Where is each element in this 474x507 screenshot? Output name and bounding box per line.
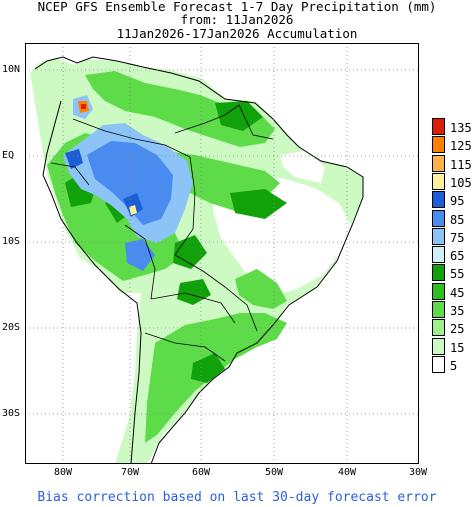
legend-swatch-35	[432, 301, 445, 318]
legend-swatch-75	[432, 227, 445, 245]
map-subtitle-period: 11Jan2026-17Jan2026 Accumulation	[116, 26, 358, 41]
lon-label-50w: 50W	[264, 467, 284, 478]
legend-swatch-135	[432, 118, 445, 135]
legend-swatch-65	[432, 246, 445, 264]
lat-label-eq: EQ	[2, 150, 15, 161]
lat-label-10n: 10N	[2, 64, 21, 75]
legend-swatch-45	[432, 282, 445, 300]
legend-label-105: 105	[450, 175, 472, 190]
lon-label-40w: 40W	[337, 467, 357, 478]
map-title: NCEP GFS Ensemble Forecast 1-7 Day Preci…	[37, 0, 437, 14]
rain-45-patch-4	[215, 101, 263, 131]
legend-label-85: 85	[450, 212, 465, 227]
map-subtitle-from: from: 11Jan2026	[180, 12, 294, 27]
legend-swatch-85	[432, 209, 445, 227]
legend-label-95: 95	[450, 194, 465, 209]
legend-label-15: 15	[450, 340, 465, 355]
legend-swatch-105	[432, 172, 445, 190]
legend-label-125: 125	[450, 139, 472, 154]
lat-label-30s: 30S	[2, 408, 21, 419]
rain-105-spot	[129, 205, 137, 215]
lon-label-30w: 30W	[408, 467, 428, 478]
graticule	[25, 43, 419, 464]
lon-label-80w: 80W	[53, 467, 73, 478]
legend-swatch-115	[432, 154, 445, 172]
lon-label-60w: 60W	[191, 467, 211, 478]
legend-label-115: 115	[450, 157, 472, 172]
coastline	[34, 56, 364, 464]
legend-label-25: 25	[450, 322, 465, 337]
legend-swatch-5	[432, 355, 445, 373]
map-frame	[25, 43, 419, 464]
legend-label-75: 75	[450, 230, 465, 245]
legend-label-35: 35	[450, 304, 465, 318]
lat-label-20s: 20S	[2, 322, 21, 333]
legend-swatch-25	[432, 319, 445, 337]
legend-swatch-15	[432, 337, 445, 355]
rain-45-patch-6	[191, 353, 225, 383]
legend-swatch-55	[432, 264, 445, 282]
precipitation-map	[25, 43, 419, 464]
lat-label-10s: 10S	[2, 236, 21, 247]
rain-45-patch-3	[230, 189, 287, 219]
west-coast	[42, 100, 142, 464]
legend-label-135: 135	[450, 121, 472, 135]
rain-135-colombia	[81, 104, 86, 109]
legend-label-45: 45	[450, 285, 465, 300]
legend-label-5: 5	[450, 358, 458, 373]
lon-label-70w: 70W	[120, 467, 140, 478]
rain-45-patch-5	[177, 279, 211, 305]
bias-correction-note: Bias correction based on last 30-day for…	[37, 490, 437, 505]
legend-label-65: 65	[450, 249, 465, 264]
legend-label-55: 55	[450, 267, 465, 282]
rain-95-spot-2	[65, 149, 83, 169]
land-dry-north	[280, 151, 325, 183]
legend-swatch-125	[432, 136, 445, 154]
rain-35-north	[85, 71, 275, 147]
rain-45-patch-2	[173, 235, 207, 269]
rain-95-spot-1	[123, 193, 143, 217]
legend-swatch-95	[432, 191, 445, 209]
country-borders	[50, 104, 274, 362]
